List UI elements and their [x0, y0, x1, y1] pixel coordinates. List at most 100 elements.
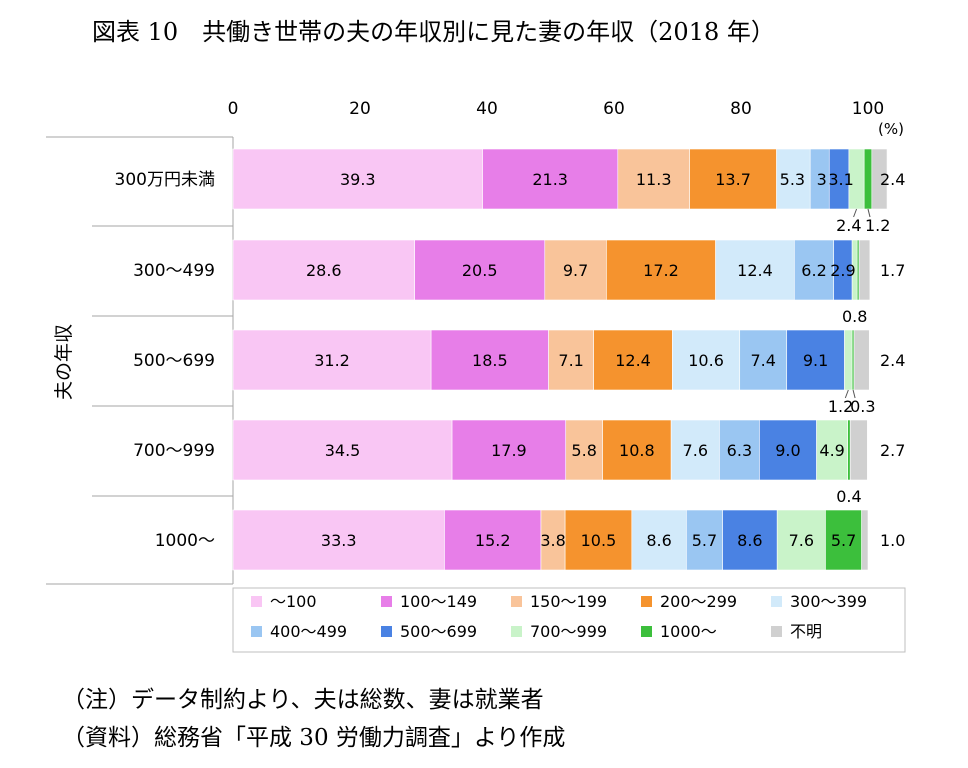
bar-segment [593, 329, 673, 391]
legend: ～100 100～149 150～199 200～299 300～399 400～499 5… [232, 587, 906, 653]
data-label: 5.7 [692, 531, 717, 550]
data-label: 0.8 [842, 307, 867, 326]
bar-segment [861, 509, 869, 571]
x-tick-label: 80 [730, 99, 752, 119]
x-tick-label: 40 [476, 99, 498, 119]
bar-segment [759, 419, 817, 481]
data-label: 9.0 [775, 441, 800, 460]
data-label: 15.2 [475, 531, 511, 550]
data-label: 9.1 [803, 351, 828, 370]
bar-segment [847, 419, 851, 481]
data-label: 2.4 [880, 351, 905, 370]
bar-segment [686, 509, 723, 571]
bars-layer [232, 148, 888, 571]
data-label: 12.4 [615, 351, 651, 370]
legend-label: ～100 [270, 592, 317, 611]
bar-segment [858, 239, 871, 301]
bar-segment [739, 329, 788, 391]
data-label: 2.4 [880, 170, 905, 189]
legend-label: 1000～ [660, 622, 717, 641]
bar-segment [863, 148, 873, 210]
legend-swatch [771, 626, 782, 637]
data-label: 3.8 [540, 531, 565, 550]
source-note: （資料）総務省「平成 30 労働力調査」より作成 [62, 725, 566, 751]
bar-segment [482, 148, 619, 210]
data-label: 7.6 [683, 441, 708, 460]
bar-segment [606, 239, 716, 301]
data-label: 10.6 [688, 351, 724, 370]
data-label: 33.3 [321, 531, 357, 550]
data-label: 0.3 [850, 397, 875, 416]
bar-segment [602, 419, 672, 481]
data-label: 6.2 [801, 261, 826, 280]
legend-label: 400～499 [270, 622, 347, 641]
footnote: （注）データ制約より、夫は総数、妻は就業者 [62, 687, 544, 713]
data-label: 39.3 [340, 170, 376, 189]
bar-segment [430, 329, 549, 391]
data-label: 5.3 [780, 170, 805, 189]
data-label: 13.7 [715, 170, 751, 189]
data-label: 3.1 [828, 170, 853, 189]
bar-segment [631, 509, 687, 571]
data-label: 21.3 [532, 170, 568, 189]
data-label: 1.2 [828, 397, 853, 416]
bar-segment [670, 419, 720, 481]
data-label: 5.7 [831, 531, 856, 550]
axis-layer: 0 20 40 60 80 100(%) 夫の年収 300万円未満 300～499 500～699… [46, 99, 904, 585]
data-label: 34.5 [325, 441, 361, 460]
bar-segment [232, 419, 453, 481]
legend-label: 200～299 [660, 592, 737, 611]
data-label: 1.0 [880, 531, 905, 550]
legend-swatch [381, 596, 392, 607]
data-label: 6.3 [727, 441, 752, 460]
bar-segment [715, 239, 795, 301]
data-label: 10.5 [581, 531, 617, 550]
data-label: 3 [817, 170, 827, 189]
bar-segment [564, 509, 633, 571]
bar-segment [849, 419, 868, 481]
bar-segment [816, 419, 848, 481]
legend-swatch [641, 596, 652, 607]
legend-swatch [381, 626, 392, 637]
label-leader-line [853, 208, 858, 218]
data-label: 7.4 [750, 351, 775, 370]
data-label: 8.6 [737, 531, 762, 550]
data-label: 18.5 [472, 351, 508, 370]
data-label: 5.8 [571, 441, 596, 460]
data-label: 2.9 [830, 261, 855, 280]
legend-swatch [771, 596, 782, 607]
legend-box [232, 587, 906, 653]
bar-segment [853, 329, 870, 391]
bar-segment [794, 239, 835, 301]
data-label: 0.4 [836, 487, 861, 506]
data-label: 4.9 [819, 441, 844, 460]
x-tick-label: 20 [349, 99, 371, 119]
bar-segment [540, 509, 566, 571]
data-label: 11.3 [636, 170, 672, 189]
bar-segment [776, 509, 826, 571]
x-unit-label: (%) [878, 120, 904, 138]
category-label: 300～499 [133, 261, 215, 281]
data-label: 9.7 [563, 261, 588, 280]
legend-label: 500～699 [400, 622, 477, 641]
bar-segment [232, 239, 415, 301]
bar-segment [451, 419, 567, 481]
bar-segment [871, 148, 888, 210]
data-label: 17.9 [491, 441, 527, 460]
data-label: 7.1 [558, 351, 583, 370]
bar-segment [444, 509, 542, 571]
label-leader-line [852, 389, 856, 399]
x-tick-label: 0 [228, 99, 239, 119]
data-label: 2.7 [880, 441, 905, 460]
x-tick-label: 60 [603, 99, 625, 119]
legend-swatch [511, 626, 522, 637]
bar-segment [232, 148, 483, 210]
legend-swatch [641, 626, 652, 637]
data-label: 7.6 [789, 531, 814, 550]
category-label: 500～699 [133, 351, 215, 371]
legend-swatch [511, 596, 522, 607]
y-axis-title: 夫の年収 [53, 324, 75, 400]
legend-swatch [251, 626, 262, 637]
data-labels-layer: 39.3 21.3 11.3 13.7 5.3 3 3.12.4 1.22.428.6 20.5… [306, 170, 905, 550]
